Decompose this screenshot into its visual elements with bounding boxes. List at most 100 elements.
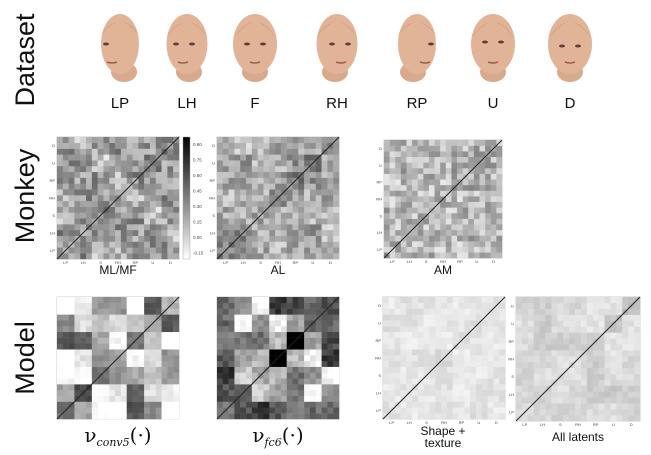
matrix-cell xyxy=(634,327,640,333)
matrix-cell xyxy=(516,332,522,338)
matrix-cell xyxy=(496,179,502,185)
face-image xyxy=(99,14,141,82)
matrix-cell xyxy=(275,236,281,242)
matrix-cell xyxy=(121,373,127,379)
face-eye xyxy=(559,45,565,48)
matrix-cell xyxy=(322,390,328,396)
matrix-cell xyxy=(628,309,634,315)
matrix-cell xyxy=(569,380,575,386)
matrix-cell xyxy=(400,373,406,379)
matrix-cell xyxy=(389,384,395,390)
matrix-cell xyxy=(275,402,281,408)
matrix-cell xyxy=(441,314,447,320)
matrix-cell xyxy=(138,143,144,149)
matrix-cell xyxy=(258,224,264,230)
matrix-cell xyxy=(316,378,322,384)
matrix-cell xyxy=(86,407,92,413)
matrix-cell xyxy=(470,396,476,402)
matrix-cell xyxy=(234,189,240,195)
matrix-cell xyxy=(162,297,168,303)
matrix-cell xyxy=(234,137,240,143)
matrix-cell xyxy=(390,174,396,180)
matrix-cell xyxy=(429,373,435,379)
matrix-cell xyxy=(80,207,86,213)
matrix-cell xyxy=(435,402,441,408)
matrix-cell xyxy=(447,309,453,315)
matrix-cell xyxy=(412,373,418,379)
matrix-cell xyxy=(522,344,528,350)
matrix-cell xyxy=(447,407,453,413)
matrix-cell xyxy=(499,355,505,361)
matrix-cell xyxy=(103,178,109,184)
colorbar-tick: 0.15 xyxy=(193,220,202,225)
matrix-cell xyxy=(133,166,139,172)
matrix-cell xyxy=(275,178,281,184)
matrix-cell xyxy=(327,201,333,207)
matrix-cell xyxy=(516,386,522,392)
matrix-x-tick: D xyxy=(492,259,495,264)
matrix-cell xyxy=(440,157,446,163)
matrix-x-tick: S xyxy=(259,260,262,265)
matrix-cell xyxy=(246,407,252,413)
matrix-cell xyxy=(156,218,162,224)
matrix-cell xyxy=(133,309,139,315)
matrix-cell xyxy=(92,402,98,408)
matrix-cell xyxy=(587,309,593,315)
matrix-cell xyxy=(234,172,240,178)
matrix-cell xyxy=(80,236,86,242)
matrix-cell xyxy=(390,196,396,202)
matrix-cell xyxy=(610,368,616,374)
matrix-cell xyxy=(234,326,240,332)
matrix-cell xyxy=(412,207,418,213)
matrix-cell xyxy=(234,361,240,367)
matrix-cell xyxy=(144,230,150,236)
matrix-cell xyxy=(246,367,252,373)
matrix-cell xyxy=(293,236,299,242)
matrix-cell xyxy=(546,362,552,368)
matrix-cell xyxy=(223,149,229,155)
matrix-cell xyxy=(474,196,480,202)
matrix-cell xyxy=(333,178,339,184)
matrix-cell xyxy=(281,207,287,213)
matrix-cell xyxy=(287,230,293,236)
matrix-cell xyxy=(551,315,557,321)
matrix-cell xyxy=(304,183,310,189)
matrix-cell xyxy=(133,207,139,213)
matrix-cell xyxy=(528,327,534,333)
matrix-cell xyxy=(150,149,156,155)
matrix-cell xyxy=(115,201,121,207)
matrix-cell xyxy=(551,303,557,309)
matrix-cell xyxy=(476,413,482,419)
matrix-cell xyxy=(287,253,293,259)
matrix-cell xyxy=(217,242,223,248)
matrix-cell xyxy=(275,154,281,160)
matrix-cell xyxy=(167,355,173,361)
matrix-cell xyxy=(540,362,546,368)
matrix-cell xyxy=(234,407,240,413)
matrix-cell xyxy=(287,137,293,143)
matrix-cell xyxy=(162,407,168,413)
matrix-cell xyxy=(457,252,463,258)
matrix-cell xyxy=(389,361,395,367)
matrix-cell xyxy=(310,373,316,379)
matrix-cell xyxy=(557,368,563,374)
matrix-cell xyxy=(263,230,269,236)
matrix-cell xyxy=(287,332,293,338)
matrix-cell xyxy=(269,384,275,390)
matrix-cell xyxy=(482,413,488,419)
matrix-cell xyxy=(173,143,179,149)
matrix-cell xyxy=(390,191,396,197)
matrix-cell xyxy=(98,390,104,396)
matrix-cell xyxy=(616,368,622,374)
matrix-cell xyxy=(499,378,505,384)
matrix-cell xyxy=(217,361,223,367)
matrix-cell xyxy=(634,332,640,338)
matrix-cell xyxy=(173,309,179,315)
matrix-cell xyxy=(293,230,299,236)
matrix-cell xyxy=(412,185,418,191)
matrix-cell xyxy=(499,396,505,402)
matrix-cell xyxy=(476,402,482,408)
matrix-cell xyxy=(69,303,75,309)
matrix-cell xyxy=(389,309,395,315)
matrix-cell xyxy=(634,338,640,344)
